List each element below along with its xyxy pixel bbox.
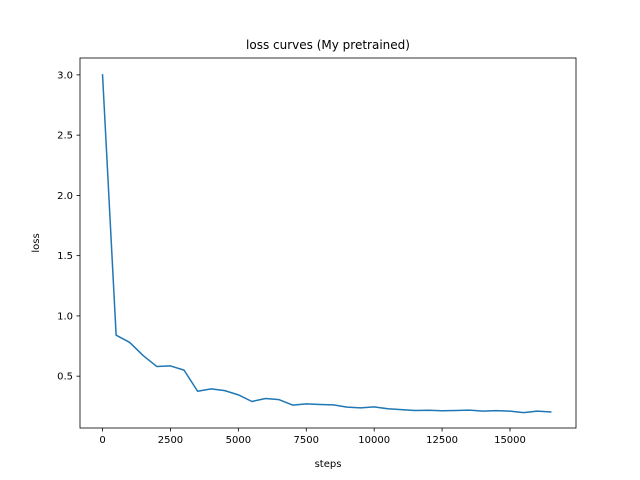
x-tick-label: 2500 — [158, 435, 183, 446]
y-axis-label: loss — [31, 233, 42, 252]
x-tick-label: 15000 — [494, 435, 526, 446]
y-tick-label: 3.0 — [57, 70, 73, 81]
y-tick-label: 0.5 — [57, 372, 73, 383]
x-tick-label: 10000 — [358, 435, 390, 446]
chart-title: loss curves (My pretrained) — [246, 38, 410, 52]
y-tick-label: 1.0 — [57, 311, 73, 322]
y-axis-ticks: 0.5 1.0 1.5 2.0 2.5 3.0 — [57, 70, 80, 383]
x-axis-ticks: 0 2500 5000 7500 10000 12500 15000 — [99, 428, 526, 446]
x-tick-label: 12500 — [426, 435, 458, 446]
loss-series-line — [101, 74, 552, 414]
x-tick-label: 0 — [99, 435, 105, 446]
plot-area-frame — [79, 57, 577, 429]
y-tick-label: 2.0 — [57, 191, 73, 202]
y-tick-label: 2.5 — [57, 131, 73, 142]
x-tick-label: 7500 — [294, 435, 319, 446]
x-axis-label: steps — [315, 459, 342, 470]
y-tick-label: 1.5 — [57, 251, 73, 262]
x-tick-label: 5000 — [226, 435, 251, 446]
series-layer — [101, 74, 552, 414]
